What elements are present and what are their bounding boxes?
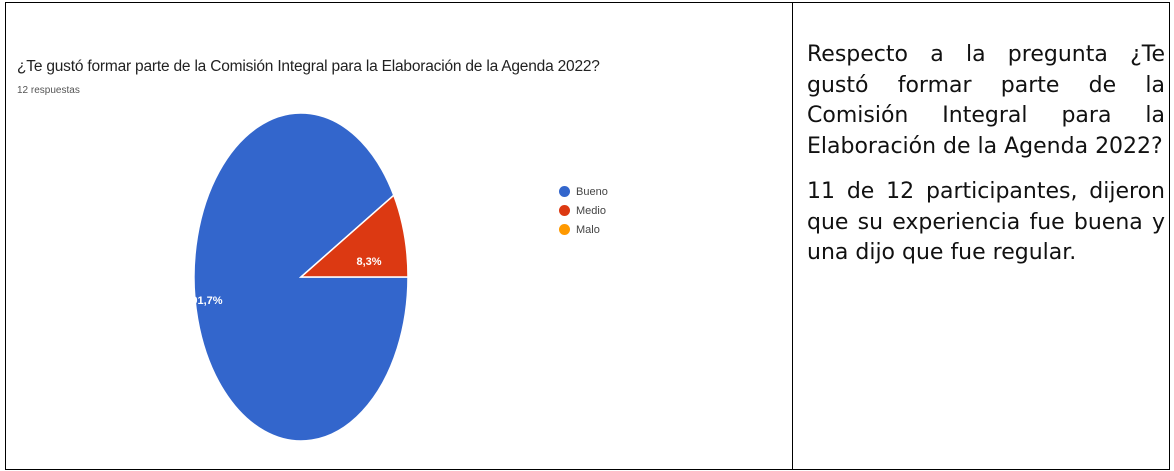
- chart-title: ¿Te gustó formar parte de la Comisión In…: [17, 58, 600, 75]
- chart-panel: ¿Te gustó formar parte de la Comisión In…: [7, 4, 791, 468]
- description-paragraph-1: Respecto a la pregunta ¿Te gustó formar …: [807, 42, 1165, 159]
- description-panel: Respecto a la pregunta ¿Te gustó formar …: [807, 40, 1165, 284]
- legend-item-malo: Malo: [559, 220, 608, 239]
- pie-slice-bueno: [193, 112, 409, 442]
- legend-label: Malo: [576, 223, 600, 236]
- slice-label-bueno: 91,7%: [191, 295, 222, 307]
- legend-item-medio: Medio: [559, 201, 608, 220]
- legend-swatch: [559, 186, 570, 197]
- pie-chart: 91,7% 8,3%: [191, 112, 409, 442]
- legend-label: Bueno: [576, 185, 608, 198]
- chart-legend: Bueno Medio Malo: [559, 182, 608, 239]
- table-frame: [5, 2, 1170, 470]
- legend-swatch: [559, 224, 570, 235]
- legend-item-bueno: Bueno: [559, 182, 608, 201]
- legend-swatch: [559, 205, 570, 216]
- column-divider: [792, 2, 793, 470]
- slice-label-medio: 8,3%: [356, 256, 381, 268]
- pie-slice-medio: [299, 194, 409, 278]
- description-paragraph-2: 11 de 12 participantes, dijeron que su e…: [807, 179, 1165, 265]
- legend-label: Medio: [576, 204, 606, 217]
- chart-subtitle: 12 respuestas: [17, 85, 80, 96]
